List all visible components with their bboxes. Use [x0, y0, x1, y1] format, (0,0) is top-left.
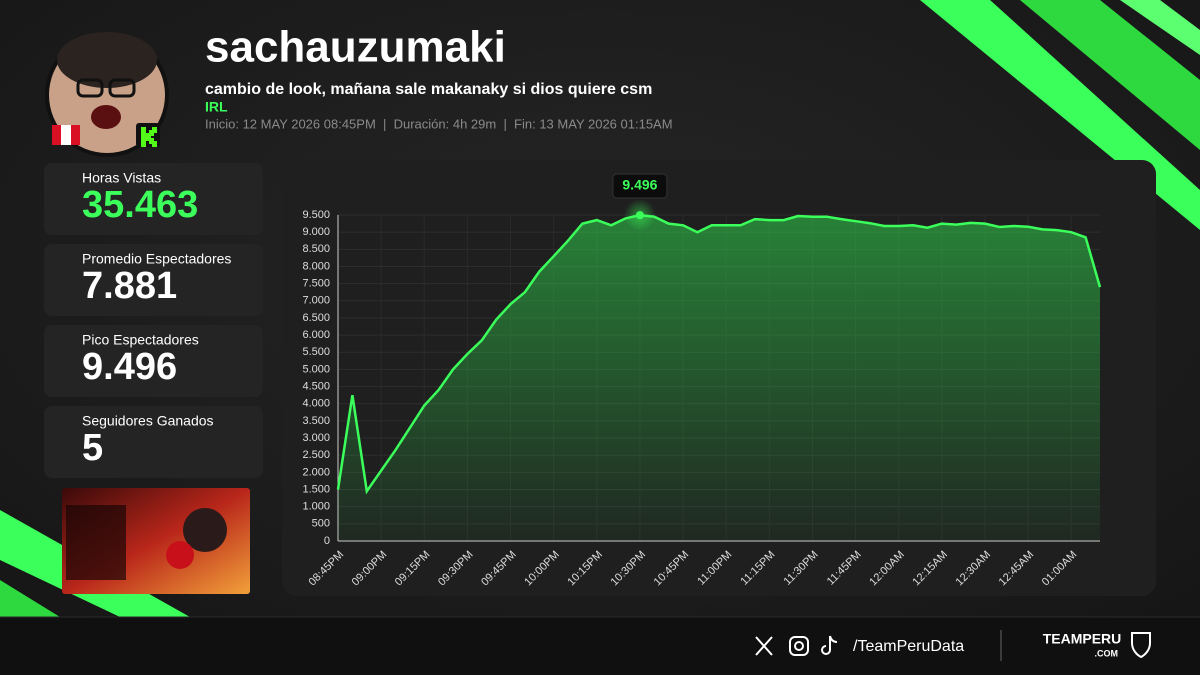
- footer-bar: [0, 617, 1200, 675]
- category: IRL: [205, 99, 228, 115]
- channel-name: sachauzumaki: [205, 23, 506, 72]
- y-tick-label: 8.000: [302, 260, 330, 272]
- avatar: [45, 32, 169, 157]
- area: [338, 215, 1100, 541]
- peak-point: [635, 211, 644, 220]
- y-tick-label: 1.500: [302, 483, 330, 495]
- stat-value: 35.463: [82, 184, 198, 226]
- y-tick-label: 2.000: [302, 466, 330, 478]
- stat-label: Promedio Espectadores: [82, 251, 231, 267]
- peak-tooltip: [612, 173, 668, 199]
- y-tick-label: 9.500: [302, 209, 330, 221]
- brand-shield: [1131, 632, 1151, 659]
- y-tick-label: 3.000: [302, 432, 330, 444]
- line: [336, 213, 1102, 495]
- stat-card: [44, 244, 263, 316]
- tiktok-icon: [821, 635, 838, 655]
- social-handle: /TeamPeruData: [853, 638, 964, 655]
- stream-title: cambio de look, mañana sale makanaky si …: [205, 81, 652, 98]
- x-icon: [755, 636, 773, 656]
- stat-value: 7.881: [82, 265, 177, 307]
- y-tick-label: 8.500: [302, 243, 330, 255]
- instagram-icon: [789, 636, 809, 656]
- stat-value: 5: [82, 427, 103, 469]
- y-tick-label: 5.000: [302, 363, 330, 375]
- y-tick-label: 0: [324, 535, 330, 547]
- stat-value: 9.496: [82, 346, 177, 388]
- y-tick-label: 6.000: [302, 329, 330, 341]
- y-tick-label: 7.500: [302, 278, 330, 290]
- stat-card: [44, 163, 263, 235]
- y-tick-label: 4.500: [302, 380, 330, 392]
- stat-label: Horas Vistas: [82, 170, 161, 186]
- brand: TEAMPERU: [1043, 631, 1122, 647]
- brand-suffix: .COM: [1095, 648, 1119, 658]
- stat-card: [44, 325, 263, 397]
- social-icons: [755, 635, 838, 656]
- y-tick-label: 3.500: [302, 415, 330, 427]
- stream-info: Inicio: 12 MAY 2026 08:45PM | Duración: …: [205, 116, 673, 131]
- y-tick-label: 2.500: [302, 449, 330, 461]
- y-tick-label: 1.000: [302, 501, 330, 513]
- y-tick-label: 6.500: [302, 312, 330, 324]
- y-tick-label: 500: [312, 518, 330, 530]
- y-tick-label: 5.500: [302, 346, 330, 358]
- stat-card: [44, 406, 263, 478]
- thumbnail: [62, 488, 250, 594]
- y-tick-label: 4.000: [302, 398, 330, 410]
- stat-label: Seguidores Ganados: [82, 413, 214, 429]
- y-tick-label: 7.000: [302, 295, 330, 307]
- stat-label: Pico Espectadores: [82, 332, 199, 348]
- y-tick-label: 9.000: [302, 226, 330, 238]
- peak-label: 9.496: [622, 177, 657, 193]
